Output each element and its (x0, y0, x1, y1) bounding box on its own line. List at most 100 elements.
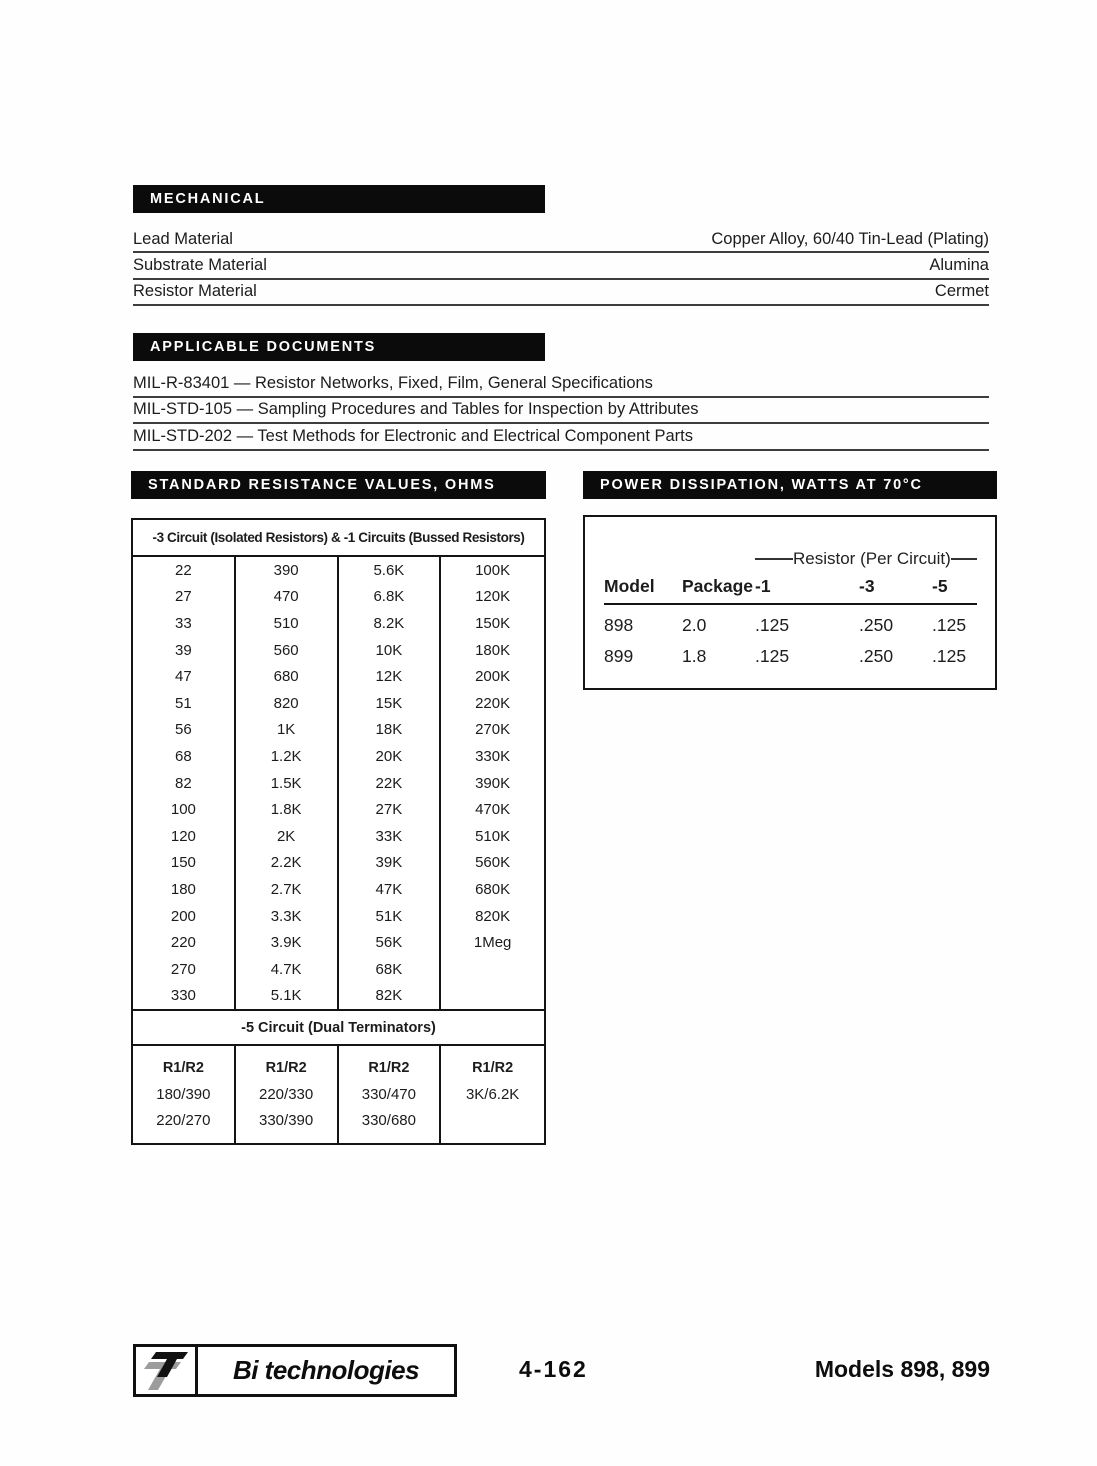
resistance-value-cell: 3.3K (236, 902, 339, 930)
document-item: MIL-STD-105 — Sampling Procedures and Ta… (133, 398, 989, 425)
spec-value: Alumina (929, 256, 989, 275)
resistor-per-circuit-span-header: Resistor (Per Circuit) (755, 549, 977, 569)
spec-label: Substrate Material (133, 256, 267, 275)
spec-row: Substrate Material Alumina (133, 253, 989, 280)
power-column-header: -5 (932, 576, 948, 596)
power-value-cell: 2.0 (682, 615, 707, 635)
resistance-value-cell: 51K (339, 902, 442, 930)
dual-terminator-column: R1/R2 220/330 330/390 (236, 1046, 339, 1144)
resistance-value-cell: 1K (236, 716, 339, 744)
span-header-label: Resistor (Per Circuit) (793, 549, 951, 568)
resistance-table-header: -3 Circuit (Isolated Resistors) & -1 Cir… (133, 520, 544, 557)
resistance-value-cell: 1.8K (236, 796, 339, 823)
resistance-value-cell: 5.1K (236, 982, 339, 1010)
resistance-values-grid: 22 390 5.6K 100K 27 470 6.8K 120K 33 510 8.2K 150K 3… (133, 557, 544, 1010)
resistance-value-cell: 330 (133, 982, 236, 1010)
resistance-value-cell: 15K (339, 689, 442, 717)
dual-column-header: R1/R2 (472, 1060, 514, 1077)
power-value-cell: .250 (859, 615, 894, 635)
brand-logo-box: Bi technologies (133, 1344, 457, 1397)
resistance-value-cell: 5.6K (339, 557, 442, 584)
spec-value: Copper Alloy, 60/40 Tin-Lead (Plating) (711, 229, 989, 248)
resistance-value-cell: 22 (133, 557, 236, 584)
dual-column-header: R1/R2 (162, 1060, 204, 1077)
dual-value-cell: 180/390 (156, 1085, 211, 1103)
resistance-value-cell: 100 (133, 796, 236, 823)
span-header-rule-left (755, 558, 793, 560)
resistance-value-cell: 680K (475, 880, 511, 898)
resistance-value-cell: 220 (133, 929, 236, 956)
resistance-value-cell: 1.5K (236, 769, 339, 797)
resistance-value-cell: 150 (133, 849, 236, 877)
resistance-value-cell: 270 (133, 955, 236, 983)
power-dissipation-section-header: POWER DISSIPATION, WATTS AT 70°C (583, 471, 997, 499)
dual-value-cell: 330/680 (361, 1111, 416, 1129)
resistance-value-cell: 39K (339, 849, 442, 877)
resistance-value-cell: 150K (475, 614, 511, 632)
span-header-rule-right (950, 558, 977, 560)
dual-terminators-grid: R1/R2 180/390 220/270 R1/R2 220/330 330/390 R1… (133, 1046, 544, 1144)
models-label: Models 898, 899 (814, 1356, 990, 1382)
resistance-value-cell: 820 (236, 689, 339, 717)
dual-terminator-column: R1/R2 180/390 220/270 (133, 1046, 236, 1144)
resistance-value-cell: 2.2K (236, 849, 339, 877)
resistance-value-cell: 22K (339, 769, 442, 797)
resistance-value-cell: 4.7K (236, 955, 339, 983)
dual-value-cell: 220/330 (259, 1085, 314, 1103)
applicable-documents-title: APPLICABLE DOCUMENTS (150, 339, 377, 355)
resistance-value-cell: 470 (236, 583, 339, 611)
power-value-cell: 898 (604, 615, 634, 635)
resistance-value-cell: 330K (475, 747, 511, 765)
resistance-value-cell: 27K (339, 796, 442, 823)
dual-terminator-column: R1/R2 330/470 330/680 (339, 1046, 442, 1144)
power-value-cell: .125 (755, 615, 790, 635)
document-item: MIL-STD-202 — Test Methods for Electroni… (133, 424, 989, 451)
dual-value-cell: 330/390 (259, 1111, 314, 1129)
dual-value-cell: 330/470 (361, 1085, 416, 1103)
resistance-value-cell: 200 (133, 902, 236, 930)
power-value-cell: .250 (859, 646, 894, 666)
resistance-value-cell: 39 (133, 636, 236, 664)
power-column-header: Package (682, 576, 754, 596)
resistance-value-cell: 82 (133, 769, 236, 797)
power-value-cell: .125 (932, 615, 967, 635)
resistance-value-cell: 470K (475, 801, 511, 819)
page-number: 4-162 (519, 1356, 588, 1382)
resistance-value-cell: 51 (133, 689, 236, 717)
power-table-row: 898 2.0 .125 .250 .125 (604, 605, 977, 636)
standard-resistance-title: STANDARD RESISTANCE VALUES, OHMS (148, 477, 496, 493)
resistance-value-cell: 6.8K (339, 583, 442, 611)
power-dissipation-title: POWER DISSIPATION, WATTS AT 70°C (600, 477, 923, 493)
resistance-value-cell: 3.9K (236, 929, 339, 956)
resistance-value-cell: 2.7K (236, 876, 339, 903)
power-table-rows: 898 2.0 .125 .250 .125 899 1.8 .125 .250 .125 (604, 605, 977, 667)
resistance-value-cell (441, 956, 544, 983)
resistance-value-cell: 180K (475, 641, 511, 659)
resistance-value-cell: 47K (339, 876, 442, 903)
resistance-value-cell: 33 (133, 610, 236, 637)
standard-resistance-section-header: STANDARD RESISTANCE VALUES, OHMS (131, 471, 546, 499)
resistance-value-cell: 56 (133, 716, 236, 744)
resistance-value-cell: 68 (133, 743, 236, 770)
power-value-cell: 899 (604, 646, 634, 666)
spec-row: Resistor Material Cermet (133, 280, 989, 307)
resistance-value-cell: 200K (475, 668, 511, 686)
resistance-value-cell: 390K (475, 774, 511, 792)
power-value-cell: .125 (932, 646, 967, 666)
resistance-value-cell: 510 (236, 610, 339, 637)
power-dissipation-table: Resistor (Per Circuit) Model Package -1 -3 -… (583, 515, 997, 690)
resistance-value-cell: 12K (339, 663, 442, 690)
tt-monogram-icon (136, 1347, 198, 1394)
dual-terminator-column: R1/R2 3K/6.2K (441, 1046, 544, 1143)
resistance-value-cell: 1.2K (236, 743, 339, 770)
power-value-cell: 1.8 (682, 646, 707, 666)
resistance-value-cell: 120 (133, 822, 236, 850)
resistance-value-cell: 270K (475, 721, 511, 739)
power-table-row: 899 1.8 .125 .250 .125 (604, 636, 977, 667)
document-item: MIL-R-83401 — Resistor Networks, Fixed, … (133, 371, 989, 398)
resistance-value-cell: 510K (475, 827, 511, 845)
tt-monogram-glyph (143, 1351, 188, 1390)
resistance-value-cell: 220K (475, 694, 511, 712)
resistance-value-cell: 390 (236, 557, 339, 584)
spec-label: Resistor Material (133, 282, 257, 301)
